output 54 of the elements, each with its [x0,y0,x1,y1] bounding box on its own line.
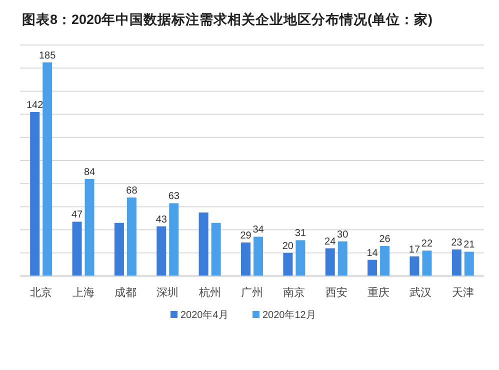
bar [464,252,474,276]
bar [84,178,94,276]
data-label: 26 [379,234,391,245]
x-tick-label: 上海 [72,286,94,299]
bar [325,248,335,276]
data-label: 21 [464,240,476,251]
bar [410,256,420,276]
data-label: 24 [324,236,336,248]
x-tick-label: 广州 [241,286,263,299]
data-label: 31 [294,228,306,240]
bar [296,240,306,276]
data-label: 14 [366,248,378,259]
bar [368,260,378,276]
data-label: 20 [282,240,294,252]
data-label: 47 [71,210,84,221]
data-label: 185 [38,50,56,62]
bar [338,241,348,276]
bar [254,236,263,276]
data-label: 29 [240,230,252,242]
data-label: 63 [168,191,180,202]
bar [114,222,124,276]
data-label: 17 [408,244,420,256]
bar [283,252,293,276]
x-tick-label: 北京 [30,286,52,299]
data-label: 22 [421,238,433,250]
bar [380,246,390,276]
data-label: 34 [252,224,264,236]
bar [30,112,40,276]
x-tick-label: 武汉 [410,286,432,299]
bar [422,250,432,276]
bar [42,62,52,276]
data-label: 84 [84,166,96,178]
x-tick-label: 杭州 [198,286,221,299]
bar [198,212,208,276]
legend-label: 2020年12月 [262,309,316,321]
bar [156,226,166,276]
bar [241,242,250,276]
bar [169,203,179,276]
x-tick-label: 深圳 [156,286,179,299]
bar [211,222,221,276]
x-tick-label: 成都 [114,286,136,299]
bar [126,197,136,276]
bar [72,222,82,276]
data-label: 43 [156,214,168,226]
bar [452,249,462,276]
chart-title: 图表8：2020年中国数据标注需求相关企业地区分布情况(单位：家) [22,11,433,27]
data-label: 30 [337,229,349,240]
legend-label: 2020年4月 [180,309,228,321]
data-label: 23 [451,237,463,248]
x-tick-label: 西安 [325,286,348,299]
x-tick-label: 重庆 [368,286,390,299]
x-tick-label: 南京 [283,286,306,299]
data-label: 68 [126,185,138,196]
x-tick-label: 天津 [452,286,474,299]
